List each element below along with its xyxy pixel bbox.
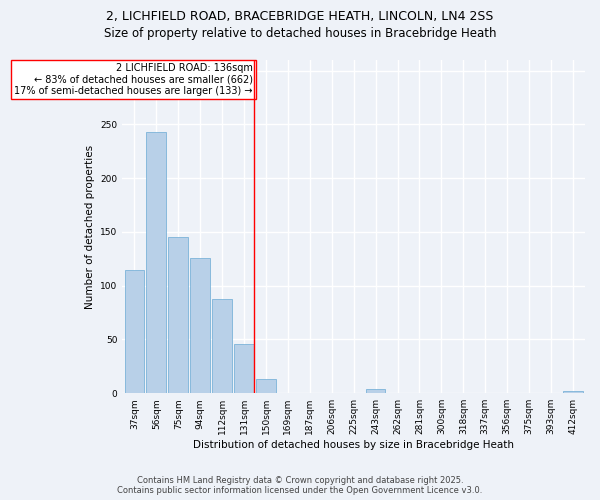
- Text: 2, LICHFIELD ROAD, BRACEBRIDGE HEATH, LINCOLN, LN4 2SS: 2, LICHFIELD ROAD, BRACEBRIDGE HEATH, LI…: [106, 10, 494, 23]
- X-axis label: Distribution of detached houses by size in Bracebridge Heath: Distribution of detached houses by size …: [193, 440, 514, 450]
- Y-axis label: Number of detached properties: Number of detached properties: [85, 144, 95, 308]
- Bar: [146, 132, 166, 393]
- Bar: [234, 344, 254, 393]
- Bar: [563, 391, 583, 393]
- Bar: [366, 389, 385, 393]
- Bar: [212, 298, 232, 393]
- Text: 2 LICHFIELD ROAD: 136sqm
← 83% of detached houses are smaller (662)
17% of semi-: 2 LICHFIELD ROAD: 136sqm ← 83% of detach…: [14, 63, 253, 96]
- Bar: [190, 258, 210, 393]
- Text: Size of property relative to detached houses in Bracebridge Heath: Size of property relative to detached ho…: [104, 28, 496, 40]
- Text: Contains HM Land Registry data © Crown copyright and database right 2025.
Contai: Contains HM Land Registry data © Crown c…: [118, 476, 482, 495]
- Bar: [125, 270, 144, 393]
- Bar: [169, 238, 188, 393]
- Bar: [256, 379, 276, 393]
